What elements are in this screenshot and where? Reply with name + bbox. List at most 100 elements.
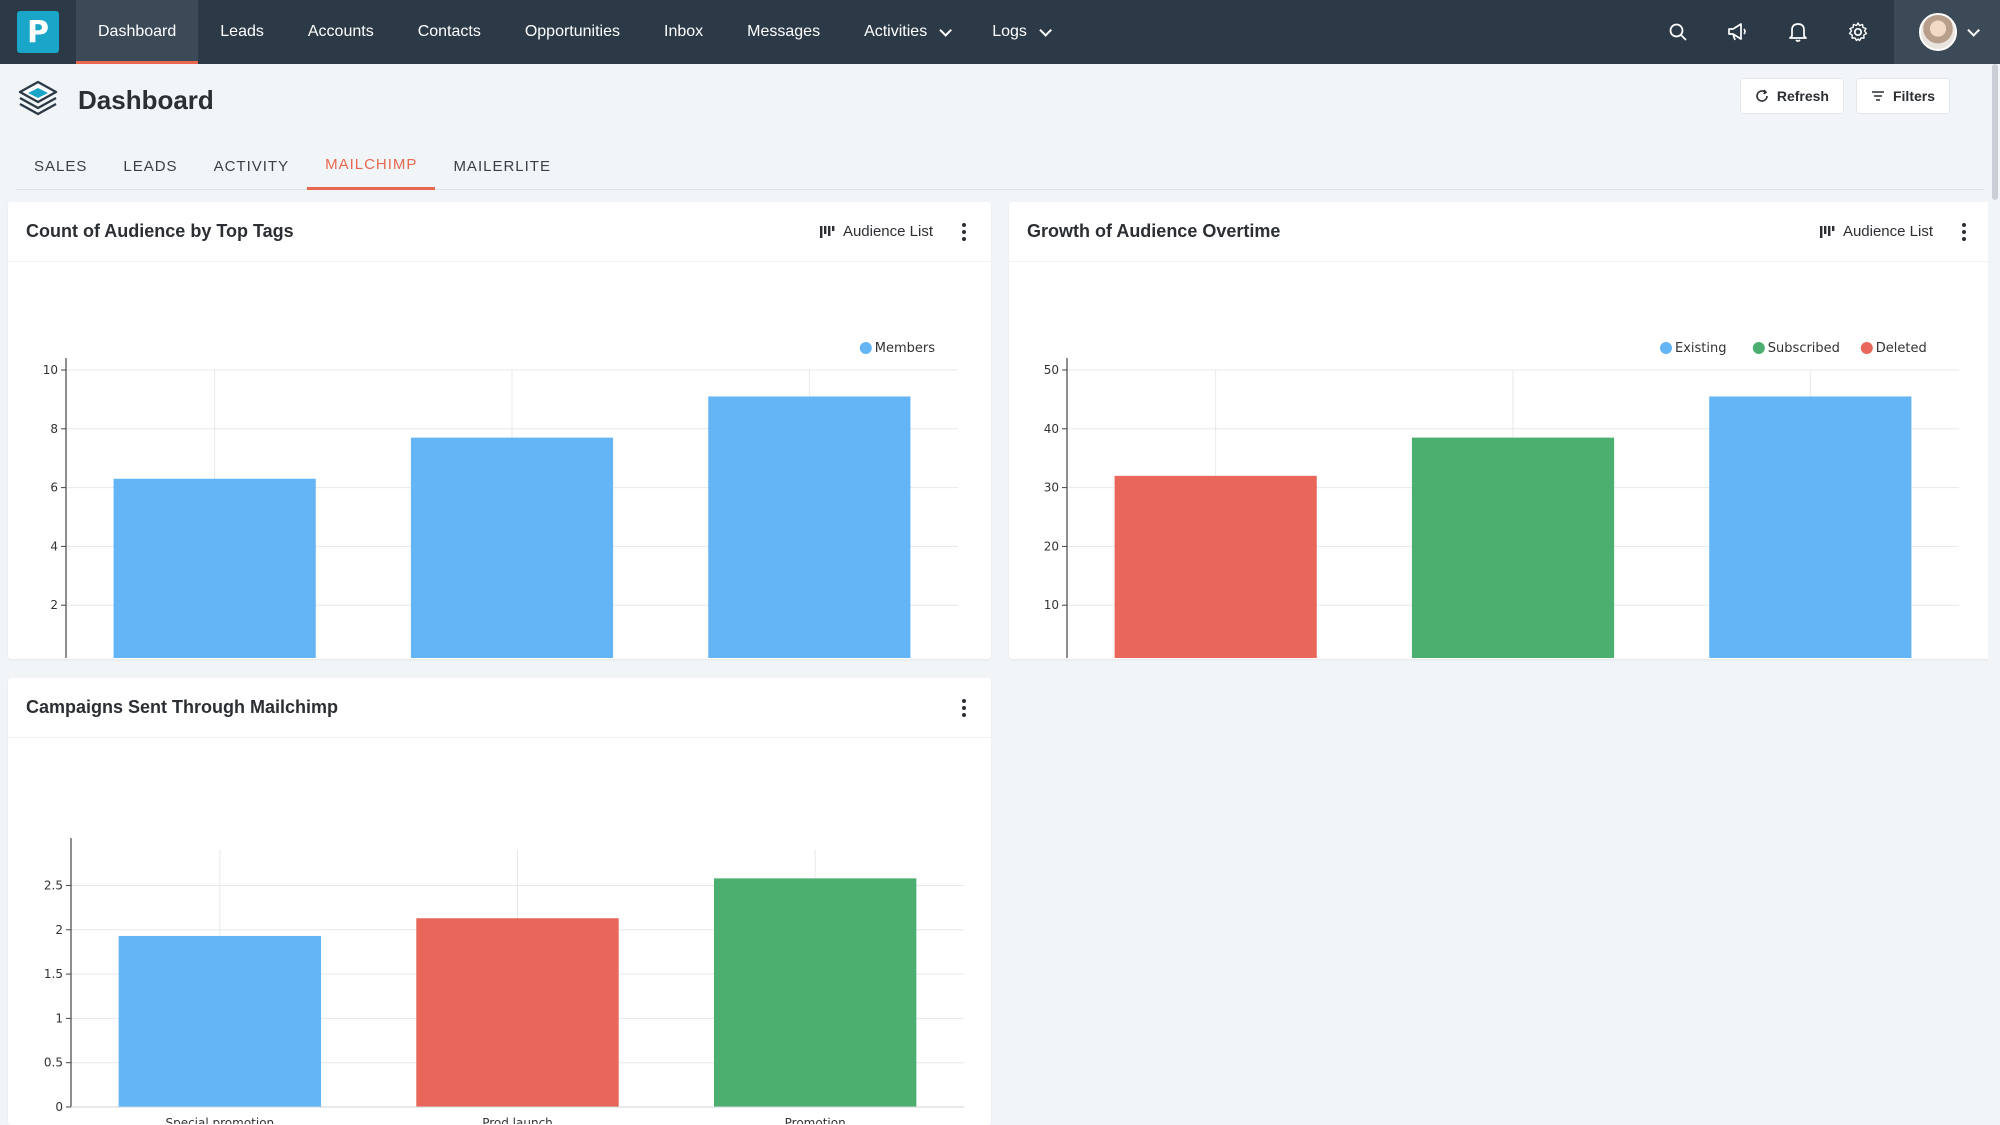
app-logo[interactable]: P	[0, 0, 76, 64]
nav-label: Messages	[747, 23, 821, 40]
card-actions: Audience List	[811, 218, 973, 245]
y-tick-label: 20	[1044, 539, 1059, 553]
card-actions: Audience List	[1811, 218, 1973, 245]
y-tick-label: 0	[55, 1100, 63, 1114]
nav-label: Accounts	[307, 23, 374, 40]
tab-mailchimp[interactable]: MAILCHIMP	[307, 142, 436, 190]
legend-label: Existing	[1675, 341, 1727, 356]
legend-swatch	[859, 342, 872, 354]
y-tick-label: 30	[1044, 481, 1059, 495]
card-header: Growth of Audience Overtime Audience Lis…	[1009, 202, 1991, 262]
bar-2021	[1411, 437, 1615, 664]
chevron-down-icon	[1966, 23, 1980, 37]
user-menu[interactable]	[1894, 0, 2000, 64]
bar-hot	[113, 478, 316, 664]
nav-item-opportunities[interactable]: Opportunities	[503, 0, 642, 64]
bell-icon[interactable]	[1768, 0, 1828, 64]
megaphone-icon[interactable]	[1708, 0, 1768, 64]
page-header: Dashboard	[16, 78, 214, 123]
y-tick-label: 40	[1044, 422, 1059, 436]
audience-list-label: Audience List	[842, 223, 933, 240]
campaigns-card: Campaigns Sent Through Mailchimp 0 0.5 1 1.…	[8, 678, 991, 1125]
x-tick-label: Promotion	[785, 1116, 846, 1124]
nav-label: Leads	[220, 23, 264, 40]
search-icon[interactable]	[1648, 0, 1708, 64]
more-options-icon[interactable]	[955, 220, 973, 244]
top-navbar: P Dashboard Leads Accounts Contacts Oppo…	[0, 0, 2000, 64]
filters-button[interactable]: Filters	[1855, 78, 1950, 114]
scrollbar-thumb[interactable]	[1992, 64, 1998, 200]
y-tick-label: 2.5	[44, 878, 63, 892]
logo-icon: P	[17, 11, 59, 53]
nav-item-dashboard[interactable]: Dashboard	[76, 0, 199, 64]
nav-item-contacts[interactable]: Contacts	[396, 0, 503, 64]
card-title: Count of Audience by Top Tags	[26, 221, 294, 241]
y-tick-label: 0.5	[44, 1056, 63, 1070]
card-title: Growth of Audience Overtime	[1027, 221, 1281, 241]
card-header: Campaigns Sent Through Mailchimp	[8, 678, 991, 738]
refresh-icon	[1756, 89, 1768, 102]
nav-item-logs[interactable]: Logs	[970, 0, 1070, 64]
audience-list-button[interactable]: Audience List	[1811, 218, 1941, 245]
chevron-down-icon	[1039, 23, 1052, 37]
audience-tags-chart: 0246810HotWarmColdMembers	[43, 341, 958, 687]
y-tick-label: 8	[50, 422, 58, 436]
bar-promotion	[713, 878, 917, 1107]
bar-warm	[410, 437, 614, 664]
audience-list-label: Audience List	[1842, 223, 1933, 240]
audience-list-button[interactable]: Audience List	[811, 218, 941, 245]
bar-2022	[1709, 396, 1912, 664]
legend-label: Members	[875, 341, 935, 356]
page-title: Dashboard	[78, 85, 214, 115]
card-actions	[955, 696, 973, 720]
y-tick-label: 1	[55, 1011, 63, 1025]
nav-label: Dashboard	[98, 23, 177, 40]
nav-label: Logs	[992, 23, 1027, 40]
refresh-button[interactable]: Refresh	[1739, 78, 1844, 114]
nav-label: Activities	[864, 23, 928, 40]
more-options-icon[interactable]	[955, 696, 973, 720]
legend-swatch	[1860, 342, 1873, 354]
nav-label: Contacts	[417, 23, 481, 40]
bar-cold	[708, 396, 911, 664]
y-tick-label: 1.5	[44, 967, 63, 981]
chevron-down-icon	[939, 23, 953, 37]
nav-item-inbox[interactable]: Inbox	[642, 0, 725, 64]
tab-sales[interactable]: SALES	[34, 157, 88, 175]
page-scrollbar[interactable]	[1988, 64, 2000, 1125]
list-bars-icon	[819, 225, 835, 238]
y-tick-label: 6	[50, 481, 58, 495]
nav-item-accounts[interactable]: Accounts	[286, 0, 396, 64]
audience-tags-card: Count of Audience by Top Tags Audience L…	[8, 202, 991, 687]
tab-activity[interactable]: ACTIVITY	[213, 157, 290, 175]
bar-prod-launch	[416, 918, 619, 1107]
audience-growth-card: Growth of Audience Overtime Audience Lis…	[1009, 202, 1991, 687]
audience-growth-chart: 01020304050202020212022ExistingSubscribe…	[1044, 341, 1959, 687]
x-tick-label: Prod launch	[482, 1116, 553, 1124]
legend-label: Deleted	[1876, 341, 1927, 356]
main-nav: Dashboard Leads Accounts Contacts Opport…	[76, 0, 1070, 64]
tab-leads[interactable]: LEADS	[123, 157, 178, 175]
y-tick-label: 50	[1044, 363, 1059, 377]
card-title: Campaigns Sent Through Mailchimp	[26, 697, 339, 717]
y-tick-label: 10	[1044, 598, 1059, 612]
avatar	[1918, 13, 1957, 51]
header-actions: Refresh Filters	[1739, 78, 1950, 114]
legend-label: Subscribed	[1768, 341, 1840, 356]
more-options-icon[interactable]	[1955, 220, 1973, 244]
filter-icon	[1871, 91, 1884, 101]
refresh-label: Refresh	[1776, 88, 1829, 104]
bar-2020	[1114, 475, 1317, 664]
nav-item-messages[interactable]: Messages	[725, 0, 842, 64]
filters-label: Filters	[1892, 88, 1935, 104]
nav-item-leads[interactable]: Leads	[198, 0, 286, 64]
dashboard-tabs: SALES LEADS ACTIVITY MAILCHIMP MAILERLIT…	[16, 142, 1984, 190]
nav-label: Inbox	[664, 23, 704, 40]
tab-mailerlite[interactable]: MAILERLITE	[453, 157, 551, 175]
gear-icon[interactable]	[1828, 0, 1888, 64]
x-tick-label: Special promotion	[165, 1116, 274, 1124]
nav-right-icons	[1648, 0, 2000, 64]
y-tick-label: 10	[43, 363, 58, 377]
nav-label: Opportunities	[524, 23, 620, 40]
nav-item-activities[interactable]: Activities	[842, 0, 970, 64]
